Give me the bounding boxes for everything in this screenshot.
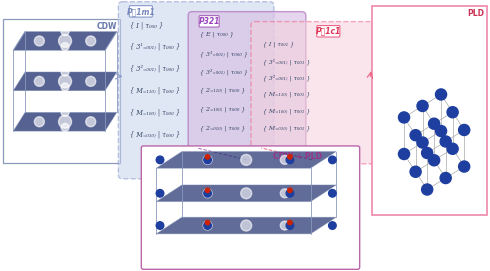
Circle shape bbox=[288, 155, 292, 159]
Circle shape bbox=[436, 125, 446, 137]
Circle shape bbox=[241, 154, 252, 165]
Circle shape bbox=[204, 222, 211, 229]
Circle shape bbox=[204, 156, 211, 164]
Bar bbox=[371, 6, 488, 215]
Polygon shape bbox=[13, 32, 117, 50]
FancyBboxPatch shape bbox=[141, 146, 360, 269]
Circle shape bbox=[156, 189, 164, 197]
Circle shape bbox=[288, 188, 292, 192]
Circle shape bbox=[280, 155, 289, 164]
Circle shape bbox=[398, 112, 410, 123]
Text: { M₌₀₁₀₎ | τ₀₀₀ }: { M₌₀₁₀₎ | τ₀₀₀ } bbox=[130, 131, 180, 138]
Text: { 3²₌₀₀₁₎ | τ₀₀₁ }: { 3²₌₀₀₁₎ | τ₀₀₁ } bbox=[263, 75, 310, 82]
FancyBboxPatch shape bbox=[129, 6, 152, 17]
Polygon shape bbox=[13, 72, 117, 91]
Circle shape bbox=[429, 155, 440, 166]
Circle shape bbox=[241, 220, 252, 231]
Polygon shape bbox=[156, 151, 336, 168]
Text: { 2₌₀₁₀₎ | τ₀₀₀ }: { 2₌₀₁₀₎ | τ₀₀₀ } bbox=[200, 125, 245, 131]
Text: P321: P321 bbox=[198, 17, 220, 26]
Circle shape bbox=[286, 189, 294, 197]
Circle shape bbox=[286, 222, 294, 229]
Text: P㌖1m1: P㌖1m1 bbox=[126, 7, 155, 16]
Text: { I | τ₀₀₀ }: { I | τ₀₀₀ } bbox=[130, 21, 164, 29]
Circle shape bbox=[421, 184, 433, 195]
FancyBboxPatch shape bbox=[317, 25, 340, 37]
Circle shape bbox=[241, 188, 252, 199]
Text: { 2₌₁₀₀₎ | τ₀₀₀ }: { 2₌₁₀₀₎ | τ₀₀₀ } bbox=[200, 107, 245, 112]
Text: CDW + PLD: CDW + PLD bbox=[273, 152, 322, 161]
Circle shape bbox=[204, 189, 211, 197]
Circle shape bbox=[34, 76, 44, 86]
Polygon shape bbox=[13, 112, 117, 131]
Circle shape bbox=[459, 124, 470, 136]
Circle shape bbox=[429, 118, 440, 129]
Circle shape bbox=[410, 166, 421, 177]
Circle shape bbox=[447, 107, 458, 118]
Circle shape bbox=[417, 137, 428, 148]
Circle shape bbox=[203, 221, 212, 230]
Text: { 3¹₌₀₀₁₎ | τ₀₀₁ }: { 3¹₌₀₀₁₎ | τ₀₀₁ } bbox=[263, 58, 310, 64]
Circle shape bbox=[61, 123, 69, 131]
Circle shape bbox=[86, 117, 96, 127]
Circle shape bbox=[205, 188, 210, 192]
Text: { M₌₁₀₀₎ | τ₀₀₁ }: { M₌₁₀₀₎ | τ₀₀₁ } bbox=[263, 109, 310, 114]
Circle shape bbox=[440, 172, 451, 183]
Text: { 2₌₁₁₀₎ | τ₀₀₀ }: { 2₌₁₁₀₎ | τ₀₀₀ } bbox=[200, 88, 245, 93]
Circle shape bbox=[329, 222, 336, 229]
Circle shape bbox=[61, 68, 69, 76]
Circle shape bbox=[86, 36, 96, 46]
Circle shape bbox=[61, 43, 69, 51]
Circle shape bbox=[459, 161, 470, 172]
Text: PLD: PLD bbox=[467, 9, 484, 18]
Text: { 3²₌₀₀₁₎ | τ₀₀₀ }: { 3²₌₀₀₁₎ | τ₀₀₀ } bbox=[130, 65, 180, 73]
Circle shape bbox=[203, 155, 212, 164]
Circle shape bbox=[156, 222, 164, 229]
Circle shape bbox=[447, 143, 458, 154]
Text: { M₌₁₀₀₎ | τ₀₀₀ }: { M₌₁₀₀₎ | τ₀₀₀ } bbox=[130, 109, 180, 117]
Circle shape bbox=[205, 220, 210, 225]
Circle shape bbox=[34, 36, 44, 46]
Text: P㌖1c1: P㌖1c1 bbox=[316, 27, 341, 36]
FancyBboxPatch shape bbox=[251, 22, 374, 164]
Circle shape bbox=[59, 34, 72, 47]
FancyBboxPatch shape bbox=[119, 2, 274, 179]
Circle shape bbox=[398, 149, 410, 160]
Polygon shape bbox=[156, 217, 336, 234]
Polygon shape bbox=[156, 185, 336, 202]
Text: { I | τ₀₀₁ }: { I | τ₀₀₁ } bbox=[263, 41, 294, 47]
Circle shape bbox=[59, 75, 72, 88]
Circle shape bbox=[61, 83, 69, 91]
Circle shape bbox=[436, 89, 446, 100]
Circle shape bbox=[417, 101, 428, 111]
Circle shape bbox=[410, 130, 421, 141]
Circle shape bbox=[421, 147, 433, 159]
Text: { M₌₀₁₀₎ | τ₀₀₁ }: { M₌₀₁₀₎ | τ₀₀₁ } bbox=[263, 125, 310, 131]
Text: { M₌₁₁₀₎ | τ₀₀₀ }: { M₌₁₁₀₎ | τ₀₀₀ } bbox=[130, 87, 180, 95]
Circle shape bbox=[440, 136, 451, 147]
Circle shape bbox=[329, 156, 336, 164]
Bar bbox=[2, 19, 121, 163]
Circle shape bbox=[34, 117, 44, 127]
Circle shape bbox=[205, 155, 210, 159]
Circle shape bbox=[203, 189, 212, 198]
Text: { 3¹₌₀₀₁₎ | τ₀₀₀ }: { 3¹₌₀₀₁₎ | τ₀₀₀ } bbox=[200, 50, 248, 57]
FancyBboxPatch shape bbox=[188, 12, 306, 164]
Circle shape bbox=[156, 156, 164, 164]
Circle shape bbox=[280, 221, 289, 230]
Text: { E | τ₀₀₀ }: { E | τ₀₀₀ } bbox=[200, 31, 234, 37]
Circle shape bbox=[61, 108, 69, 116]
Text: { 3²₌₀₀₁₎ | τ₀₀₀ }: { 3²₌₀₀₁₎ | τ₀₀₀ } bbox=[200, 69, 248, 76]
Circle shape bbox=[288, 220, 292, 225]
Text: { M₌₁₁₀₎ | τ₀₀₁ }: { M₌₁₁₀₎ | τ₀₀₁ } bbox=[263, 92, 310, 97]
Circle shape bbox=[61, 28, 69, 36]
FancyBboxPatch shape bbox=[199, 16, 219, 27]
Circle shape bbox=[280, 189, 289, 198]
Circle shape bbox=[59, 115, 72, 128]
Circle shape bbox=[286, 156, 294, 164]
Text: { 3¹₌₀₀₁₎ | τ₀₀₀ }: { 3¹₌₀₀₁₎ | τ₀₀₀ } bbox=[130, 43, 180, 51]
Circle shape bbox=[86, 76, 96, 86]
Text: CDW: CDW bbox=[97, 22, 118, 31]
Circle shape bbox=[329, 189, 336, 197]
